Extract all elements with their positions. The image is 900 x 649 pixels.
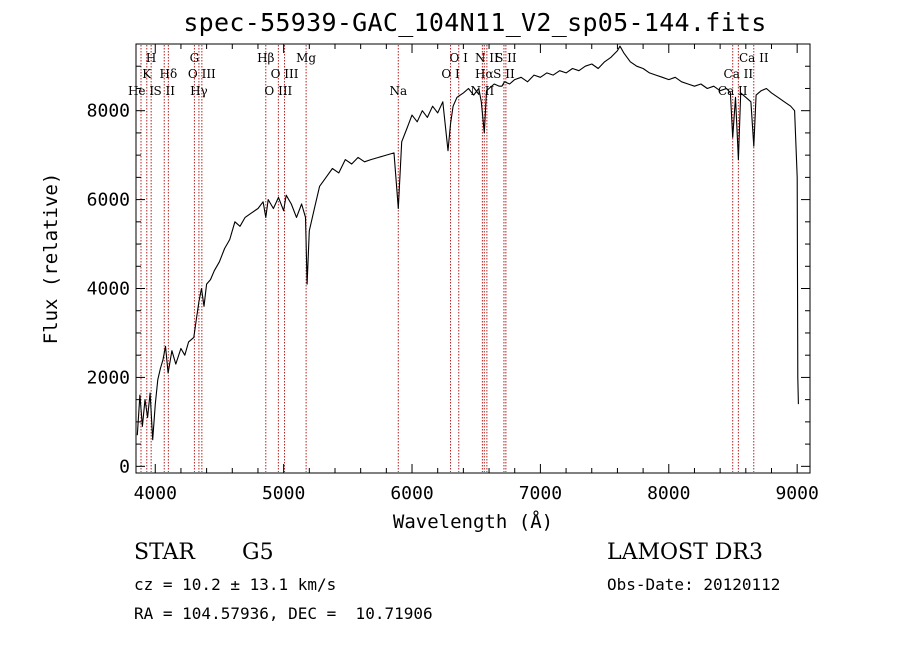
y-axis-label: Flux (relative) — [40, 173, 62, 345]
reference-line-label-17: N II — [475, 51, 499, 65]
reference-line-label-19: S II — [495, 51, 517, 65]
y-tick-label-6000: 6000 — [87, 190, 130, 211]
reference-line-label-6: Hγ — [190, 84, 208, 98]
reference-line-label-11: Mg — [296, 51, 316, 65]
plot-frame — [135, 43, 811, 474]
chart-title: spec-55939-GAC_104N11_V2_sp05-144.fits — [183, 8, 767, 37]
x-tick-label-5000: 5000 — [262, 483, 305, 504]
x-axis-label: Wavelength (Å) — [393, 510, 553, 533]
reference-line-label-5: G — [190, 51, 200, 65]
reference-line-label-2: H — [146, 51, 156, 65]
reference-line-label-20: Ca II — [718, 84, 748, 98]
reference-line-label-15: N II — [470, 84, 494, 98]
reference-line-label-16: Hα — [475, 67, 494, 81]
reference-line-label-12: Na — [389, 84, 407, 98]
reference-line-label-7: O III — [188, 67, 216, 81]
reference-line-label-8: Hβ — [257, 51, 274, 65]
x-tick-label-9000: 9000 — [775, 483, 818, 504]
coordinates-readout: RA = 104.57936, DEC = 10.71906 — [134, 604, 433, 623]
axes-layer: 4000 5000 6000 7000 8000 9000 0 2000 4000 6000 800… — [40, 43, 819, 533]
y-tick-label-2000: 2000 — [87, 367, 130, 388]
reference-line-label-22: Ca II — [739, 51, 769, 65]
observation-date: Obs-Date: 20120112 — [607, 575, 781, 594]
reference-line-label-13: O I — [441, 67, 460, 81]
reference-lines-layer — [140, 45, 755, 472]
series-layer — [136, 45, 799, 441]
redshift-readout: cz = 10.2 ± 13.1 km/s — [134, 575, 337, 594]
y-tick-label-4000: 4000 — [87, 279, 130, 300]
reference-line-label-3: S II — [153, 84, 175, 98]
reference-line-label-14: O I — [450, 51, 469, 65]
y-tick-label-8000: 8000 — [87, 101, 130, 122]
x-tick-label-7000: 7000 — [519, 483, 562, 504]
spectral-subclass: G5 — [242, 540, 274, 565]
x-tick-label-8000: 8000 — [647, 483, 690, 504]
reference-line-label-9: O III — [264, 84, 292, 98]
survey-name: LAMOST DR3 — [607, 540, 763, 565]
x-tick-label-6000: 6000 — [390, 483, 433, 504]
x-tick-label-4000: 4000 — [134, 483, 177, 504]
reference-line-label-21: Ca II — [724, 67, 754, 81]
reference-line-label-0: He I — [128, 84, 154, 98]
line-labels-layer: He I KH S II Hδ G Hγ O III Hβ O III O III Mg Na O I O… — [128, 51, 769, 98]
reference-line-label-10: O III — [271, 67, 299, 81]
series-line-flux — [136, 45, 799, 441]
reference-line-label-18: S II — [493, 67, 515, 81]
y-tick-label-0: 0 — [119, 456, 130, 477]
reference-line-label-1: K — [142, 67, 152, 81]
object-class: STAR — [134, 540, 195, 565]
reference-line-label-4: Hδ — [160, 67, 178, 81]
